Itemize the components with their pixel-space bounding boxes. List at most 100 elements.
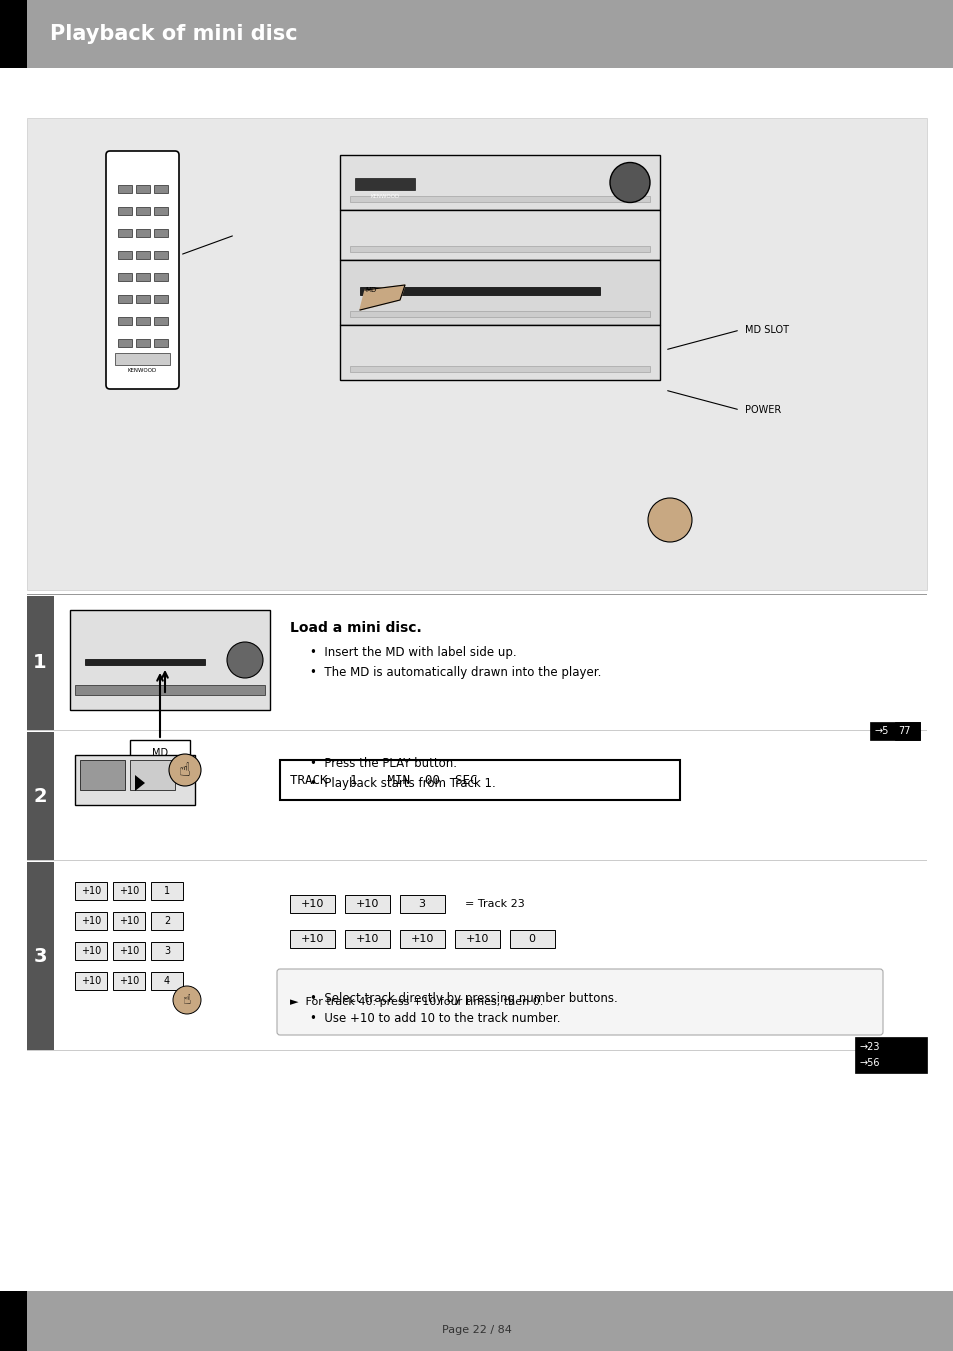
Circle shape	[609, 162, 649, 203]
Text: 2: 2	[33, 786, 47, 805]
Text: = Track 23: = Track 23	[464, 898, 524, 909]
Text: MD: MD	[152, 748, 168, 758]
Bar	[153, 317, 168, 326]
Text: MD SLOT: MD SLOT	[744, 326, 788, 335]
Bar	[151, 882, 183, 900]
Bar	[345, 929, 390, 948]
Text: 2: 2	[164, 916, 170, 925]
Text: +10: +10	[119, 946, 139, 957]
Text: →5: →5	[874, 725, 888, 736]
Text: 0: 0	[528, 934, 535, 944]
Bar	[339, 259, 659, 326]
Bar	[455, 929, 499, 948]
Bar	[70, 611, 270, 711]
Bar	[118, 185, 132, 193]
Text: 3: 3	[164, 946, 170, 957]
Bar	[339, 209, 659, 259]
Text: 3: 3	[418, 898, 425, 909]
Bar	[345, 894, 390, 913]
Bar	[27, 732, 54, 861]
Bar	[280, 761, 679, 800]
Bar	[350, 366, 649, 372]
Bar	[115, 353, 170, 365]
Bar	[112, 942, 145, 961]
Bar	[136, 317, 150, 326]
Text: +10: +10	[81, 916, 101, 925]
Bar	[112, 912, 145, 929]
Bar	[136, 207, 150, 215]
Bar	[75, 882, 107, 900]
Text: MD: MD	[365, 286, 375, 293]
Bar	[54, 732, 926, 861]
Text: •  Select track directly by pressing number buttons.: • Select track directly by pressing numb…	[310, 992, 618, 1005]
Circle shape	[172, 986, 201, 1015]
Text: POWER: POWER	[744, 405, 781, 415]
Bar	[136, 230, 150, 236]
Text: →23: →23	[859, 1042, 880, 1052]
Bar	[85, 659, 205, 665]
Text: 77: 77	[897, 725, 909, 736]
Bar	[27, 596, 54, 730]
Bar	[0, 1292, 27, 1351]
Bar	[0, 0, 27, 68]
Bar	[854, 1038, 926, 1073]
Bar	[0, 1292, 953, 1351]
Polygon shape	[135, 775, 145, 790]
Bar	[153, 230, 168, 236]
Text: •  Use +10 to add 10 to the track number.: • Use +10 to add 10 to the track number.	[310, 1012, 560, 1025]
Polygon shape	[359, 285, 405, 309]
Bar	[151, 942, 183, 961]
Bar	[75, 912, 107, 929]
Bar	[0, 0, 953, 68]
Text: +10: +10	[300, 934, 323, 944]
Bar	[510, 929, 555, 948]
Text: →56: →56	[859, 1058, 880, 1069]
Bar	[350, 311, 649, 317]
Text: •  Insert the MD with label side up.: • Insert the MD with label side up.	[310, 646, 517, 659]
Text: +10: +10	[355, 934, 378, 944]
Text: +10: +10	[119, 886, 139, 896]
Bar	[118, 230, 132, 236]
Text: +10: +10	[119, 916, 139, 925]
Bar	[153, 207, 168, 215]
Bar	[75, 971, 107, 990]
Bar	[290, 894, 335, 913]
Text: ►  For track 40: press +10 four times, then 0.: ► For track 40: press +10 four times, th…	[290, 997, 543, 1006]
Bar	[112, 971, 145, 990]
Bar	[75, 685, 265, 694]
Bar	[153, 295, 168, 303]
Bar	[359, 286, 599, 295]
Text: +10: +10	[355, 898, 378, 909]
Bar	[75, 942, 107, 961]
Bar	[399, 929, 444, 948]
Text: 3: 3	[33, 947, 47, 966]
Text: ☝: ☝	[179, 761, 191, 780]
Text: •  The MD is automatically drawn into the player.: • The MD is automatically drawn into the…	[310, 666, 600, 680]
Bar	[869, 721, 919, 740]
Bar	[130, 740, 190, 765]
Bar	[350, 246, 649, 253]
Bar	[80, 761, 125, 790]
Text: +10: +10	[81, 886, 101, 896]
Bar	[136, 295, 150, 303]
Bar	[894, 721, 919, 740]
Circle shape	[647, 499, 691, 542]
Text: KENWOOD: KENWOOD	[128, 369, 157, 373]
Bar	[151, 912, 183, 929]
Bar	[118, 273, 132, 281]
Text: 1: 1	[33, 654, 47, 673]
FancyBboxPatch shape	[276, 969, 882, 1035]
Text: 1: 1	[164, 886, 170, 896]
Bar	[153, 251, 168, 259]
Bar	[118, 339, 132, 347]
Text: +10: +10	[81, 946, 101, 957]
Text: +10: +10	[119, 975, 139, 986]
Text: +10: +10	[465, 934, 488, 944]
Bar	[136, 251, 150, 259]
Bar	[112, 882, 145, 900]
Bar	[118, 317, 132, 326]
Bar	[136, 339, 150, 347]
Bar	[151, 971, 183, 990]
Bar	[153, 339, 168, 347]
Text: ☝: ☝	[183, 993, 191, 1006]
